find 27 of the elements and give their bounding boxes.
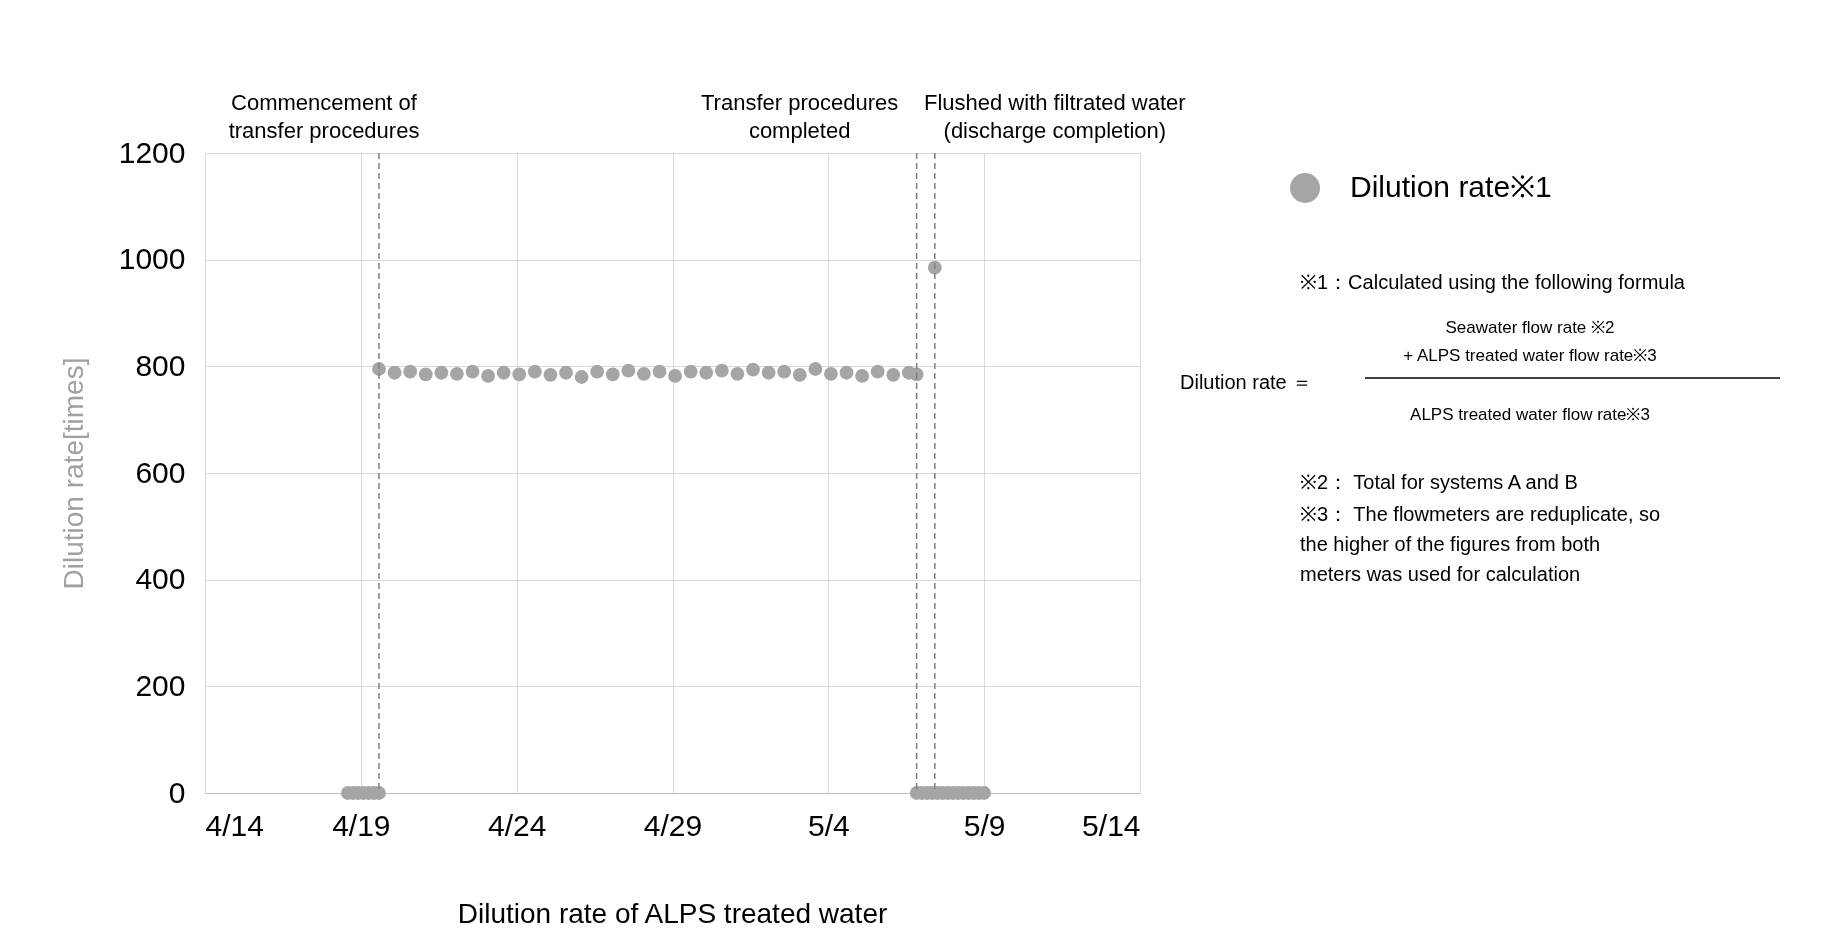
- text: + ALPS treated water flow rate※3: [1403, 346, 1657, 365]
- x-tick-label: 5/4: [807, 808, 850, 842]
- y-tick-label: 800: [135, 348, 186, 382]
- y-tick-label: 0: [168, 775, 186, 809]
- y-axis-title: Dilution rate[times]: [57, 357, 89, 590]
- y-tick-label: 400: [135, 562, 186, 596]
- x-tick-label: 5/14: [1082, 808, 1141, 842]
- y-tick-label: 1000: [118, 242, 186, 276]
- ref-line-label: Flushed with filtrated water (discharge completion): [923, 90, 1186, 143]
- text: ※1：Calculated using the following formula: [1300, 271, 1686, 293]
- x-tick-label: 4/29: [643, 808, 703, 842]
- y-tick-label: 1200: [118, 135, 186, 169]
- legend-label: Dilution rate※1: [1350, 170, 1552, 203]
- x-tick-label: 5/9: [963, 808, 1006, 842]
- x-tick-label: 4/14: [205, 808, 264, 842]
- y-tick-label: 200: [135, 668, 186, 702]
- y-tick-label: 600: [135, 455, 186, 489]
- text: ※3： The flowmeters are reduplicate, so the higher of the figures from both meters was used for calculation: [1300, 503, 1661, 585]
- text: Dilution rate of ALPS treated water: [457, 898, 888, 929]
- text: ALPS treated water flow rate※3: [1410, 405, 1650, 424]
- text: Seawater flow rate ※2: [1445, 318, 1615, 337]
- text: Dilution rate ＝: [1180, 371, 1313, 393]
- x-tick-label: 4/24: [487, 808, 547, 842]
- text: ※2： Total for systems A and B: [1300, 471, 1578, 493]
- x-tick-label: 4/19: [332, 808, 391, 842]
- ref-line-label: Commencement of transfer procedures: [228, 90, 420, 143]
- ref-line-label: Transfer procedures completed: [701, 90, 899, 143]
